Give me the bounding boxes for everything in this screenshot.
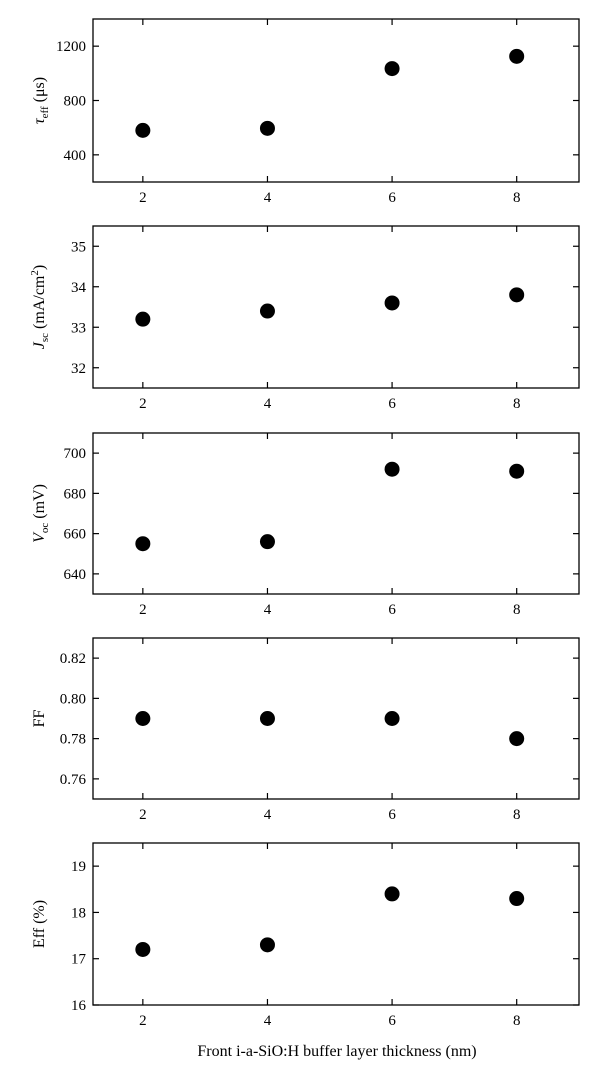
data-point [135, 122, 151, 138]
x-tick-label: 4 [264, 1013, 272, 1029]
y-tick-label: 33 [71, 320, 86, 336]
y-tick-label: 18 [71, 905, 86, 921]
x-tick-label: 2 [139, 1013, 147, 1029]
plot-frame [92, 842, 580, 1006]
y-axis-title: τeff (μs) [31, 77, 51, 124]
y-tick-label: 0.80 [60, 691, 86, 707]
data-point [135, 941, 151, 957]
data-point [259, 534, 275, 550]
plot-frame [92, 637, 580, 800]
y-tick-label: 660 [64, 527, 87, 543]
x-tick-label: 4 [264, 396, 272, 412]
y-tick-label: 700 [64, 446, 87, 462]
panel-eff: 2 4 6 8 16 17 18 19 Eff (%) [31, 842, 580, 1029]
x-tick-label: 2 [139, 190, 147, 206]
y-tick-label: 0.82 [60, 651, 86, 667]
panel-voc: 2 4 6 8 640 660 680 700 Voc (mV) [31, 432, 580, 618]
x-tick-label: 6 [388, 807, 396, 823]
y-tick-label: 16 [71, 998, 87, 1014]
x-tick-label: 8 [513, 396, 521, 412]
y-tick-label: 400 [64, 148, 87, 164]
panel-tau-eff: 2 4 6 8 400 800 1200 τeff (μs) [31, 18, 580, 206]
data-point [135, 311, 151, 327]
panel-jsc: 2 4 6 8 32 33 34 35 Jsc (mA/cm2) [29, 225, 580, 412]
x-tick-label: 6 [388, 602, 396, 618]
x-tick-label: 8 [513, 602, 521, 618]
y-axis-title: Voc (mV) [31, 484, 51, 543]
data-point [509, 48, 525, 64]
data-point [259, 711, 275, 726]
x-tick-label: 4 [264, 602, 272, 618]
y-tick-label: 35 [71, 239, 86, 255]
data-point [384, 711, 400, 726]
x-tick-label: 6 [388, 190, 396, 206]
y-tick-label: 17 [71, 952, 87, 968]
data-point [259, 937, 275, 953]
x-tick-label: 8 [513, 807, 521, 823]
y-axis-title: FF [31, 710, 48, 728]
y-tick-label: 34 [71, 280, 87, 296]
y-tick-label: 800 [64, 94, 87, 110]
plot-frame [92, 432, 580, 595]
data-point [384, 461, 400, 477]
panel-ff: 2 4 6 8 0.76 0.78 0.80 0.82 FF [31, 637, 580, 823]
y-tick-label: 640 [64, 567, 87, 583]
data-point [259, 120, 275, 136]
y-tick-label: 32 [71, 361, 86, 377]
data-point [384, 61, 400, 77]
data-point [259, 303, 275, 319]
y-tick-label: 1200 [56, 39, 86, 55]
data-point [384, 886, 400, 902]
data-point [135, 536, 151, 552]
plot-frame [92, 18, 580, 183]
y-tick-label: 0.78 [60, 732, 86, 748]
x-tick-label: 8 [513, 1013, 521, 1029]
data-point [509, 287, 525, 303]
y-tick-label: 680 [64, 486, 87, 502]
data-point [509, 463, 525, 479]
data-point [509, 891, 525, 907]
x-tick-label: 2 [139, 602, 147, 618]
data-point [384, 295, 400, 311]
x-tick-label: 8 [513, 190, 521, 206]
data-point [135, 711, 151, 726]
y-tick-label: 0.76 [60, 772, 87, 788]
x-tick-label: 6 [388, 1013, 396, 1029]
x-tick-label: 4 [264, 190, 272, 206]
y-axis-title: Jsc (mA/cm2) [29, 265, 51, 349]
x-tick-label: 2 [139, 807, 147, 823]
y-tick-label: 19 [71, 859, 86, 875]
x-axis-title: Front i-a-SiO:H buffer layer thickness (… [197, 1043, 476, 1060]
y-axis-title: Eff (%) [31, 900, 48, 948]
x-tick-label: 6 [388, 396, 396, 412]
x-tick-label: 2 [139, 396, 147, 412]
x-tick-label: 4 [264, 807, 272, 823]
data-point [509, 731, 525, 747]
plot-frame [92, 225, 580, 389]
